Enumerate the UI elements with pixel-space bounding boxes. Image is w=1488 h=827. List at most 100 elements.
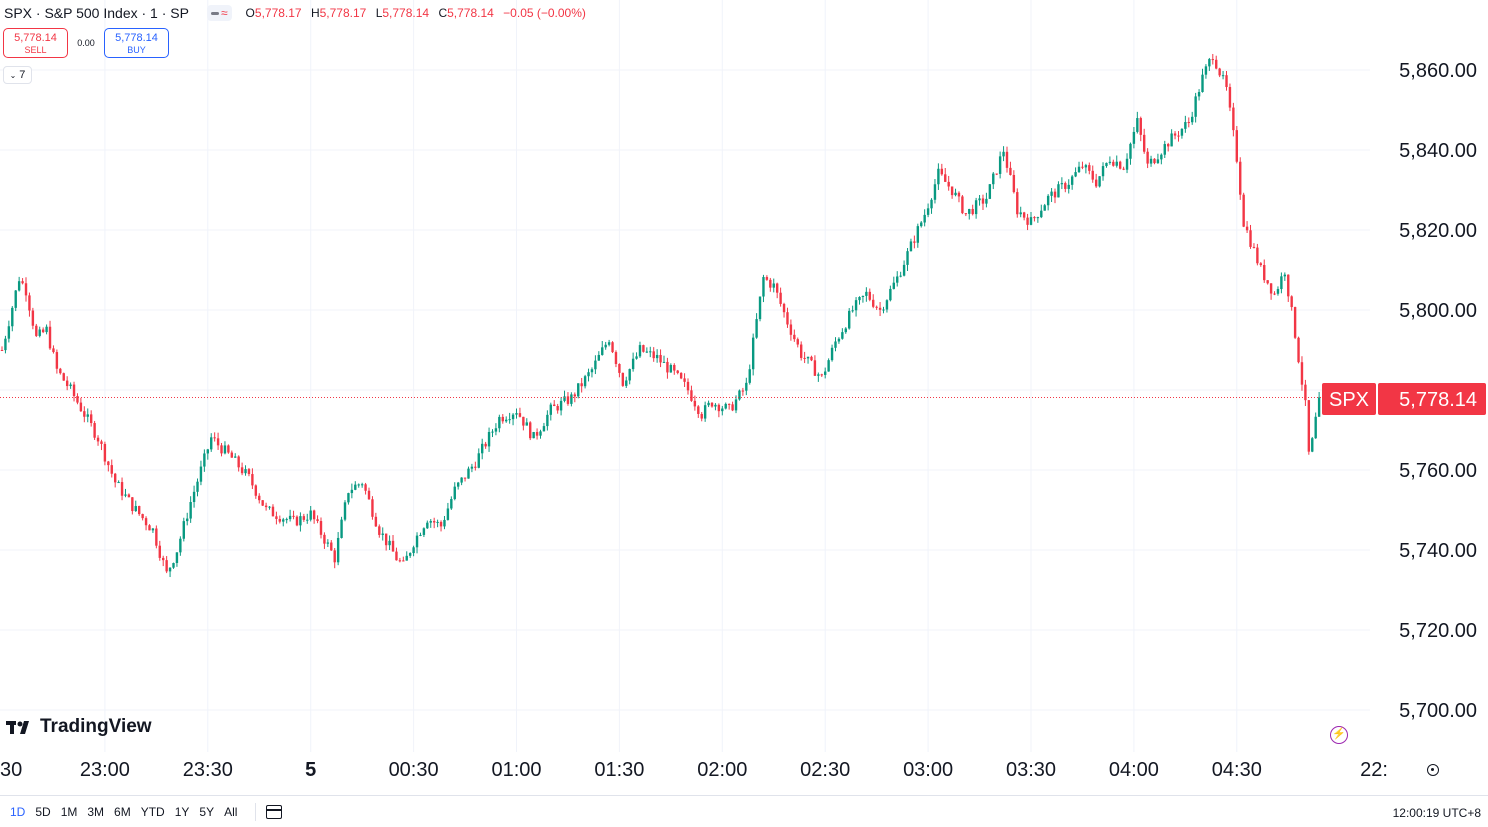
candle-body (1249, 230, 1252, 247)
candle (1187, 117, 1190, 128)
candle-body (549, 404, 552, 415)
settings-icon[interactable] (1427, 764, 1439, 776)
candle-body (491, 431, 494, 433)
range-1y[interactable]: 1Y (174, 805, 190, 819)
range-ytd[interactable]: YTD (140, 805, 165, 819)
candle-body (360, 484, 364, 486)
candle-body (1146, 151, 1149, 164)
candle-body (481, 443, 484, 454)
candle-body (930, 199, 933, 209)
candle-body (1002, 151, 1005, 157)
candle-body (1142, 134, 1146, 152)
candle (1098, 176, 1101, 188)
candle (1225, 70, 1228, 91)
price-label-value-bg (1378, 383, 1486, 415)
candle (1139, 116, 1142, 142)
buy-button[interactable]: 5,778.14 BUY (104, 28, 169, 58)
clock[interactable]: 12:00:19 UTC+8 (1392, 806, 1481, 820)
candle-body (1170, 133, 1173, 147)
candle-body (412, 547, 415, 554)
sell-button[interactable]: 5,778.14 SELL (3, 28, 68, 58)
candle (1211, 53, 1214, 65)
candle-body (17, 281, 21, 291)
candle (882, 306, 885, 314)
candle (1033, 216, 1036, 222)
candle (532, 431, 535, 439)
range-1d[interactable]: 1D (10, 805, 26, 819)
candle-body (1005, 151, 1009, 168)
range-5d[interactable]: 5D (35, 805, 51, 819)
candle (443, 515, 446, 530)
candle-body (453, 486, 456, 500)
range-6m[interactable]: 6M (114, 805, 131, 819)
candle (848, 308, 851, 330)
candle-body (1094, 179, 1098, 187)
legend-visibility-pill[interactable]: ≈ (206, 5, 232, 21)
candle (251, 468, 254, 490)
calendar-icon[interactable] (266, 805, 282, 819)
candle-body (607, 342, 611, 345)
candle-body (45, 326, 48, 333)
candle-body (1012, 174, 1016, 193)
tradingview-logo[interactable]: TradingView (6, 716, 152, 738)
candle-body (909, 241, 913, 252)
candle-body (398, 560, 402, 562)
candle (851, 305, 854, 313)
candle (964, 213, 968, 217)
lightning-icon[interactable]: ⚡ (1330, 726, 1348, 744)
candle-body (604, 344, 607, 348)
candle-body (1112, 161, 1115, 166)
candle (1293, 306, 1297, 340)
candle-body (113, 473, 117, 483)
candle (769, 277, 772, 292)
candle-body (899, 275, 902, 277)
candle-body (402, 560, 405, 562)
range-5y[interactable]: 5Y (199, 805, 215, 819)
candle (124, 488, 127, 498)
candle-body (48, 326, 52, 349)
candle (793, 329, 796, 342)
candle-body (645, 351, 649, 353)
candle (179, 536, 182, 556)
candle (498, 414, 501, 433)
candle-body (120, 482, 124, 496)
candle-body (762, 277, 765, 297)
candle-body (261, 500, 264, 506)
candle-body (477, 453, 480, 468)
candle (1307, 399, 1311, 455)
candle-body (940, 168, 944, 175)
candle-body (649, 351, 652, 353)
candle-body (1077, 166, 1081, 173)
candle-body (436, 521, 439, 523)
candle-body (700, 413, 703, 419)
candle (765, 275, 769, 281)
candle (450, 496, 453, 510)
indicators-toggle-button[interactable]: ⌄ 7 (3, 66, 32, 84)
candle-body (1180, 128, 1184, 136)
candle-body (793, 334, 796, 340)
symbol-title[interactable]: SPX · S&P 500 Index · 1 · SP (4, 5, 189, 21)
candle (974, 197, 978, 219)
candle-body (31, 310, 35, 326)
candle-body (1115, 161, 1118, 166)
candle-body (1139, 118, 1142, 135)
range-3m[interactable]: 3M (87, 805, 105, 819)
candle (1016, 188, 1019, 218)
candle (1252, 243, 1256, 249)
candle (168, 567, 172, 578)
candle-body (1040, 210, 1043, 218)
candle-body (244, 469, 247, 474)
candle (113, 472, 117, 488)
range-all[interactable]: All (224, 805, 238, 819)
candle (306, 513, 309, 524)
candle-body (1204, 66, 1208, 75)
candle (1074, 167, 1077, 178)
candle (261, 500, 264, 507)
candle-body (1108, 161, 1112, 163)
candle-body (686, 381, 690, 391)
time-axis[interactable]: 30 23:00 23:30 5 00:30 01:00 01:30 02:00 02:30 03… (0, 759, 1388, 781)
candle-body (1101, 166, 1105, 177)
range-1m[interactable]: 1M (60, 805, 78, 819)
candle (388, 535, 391, 551)
